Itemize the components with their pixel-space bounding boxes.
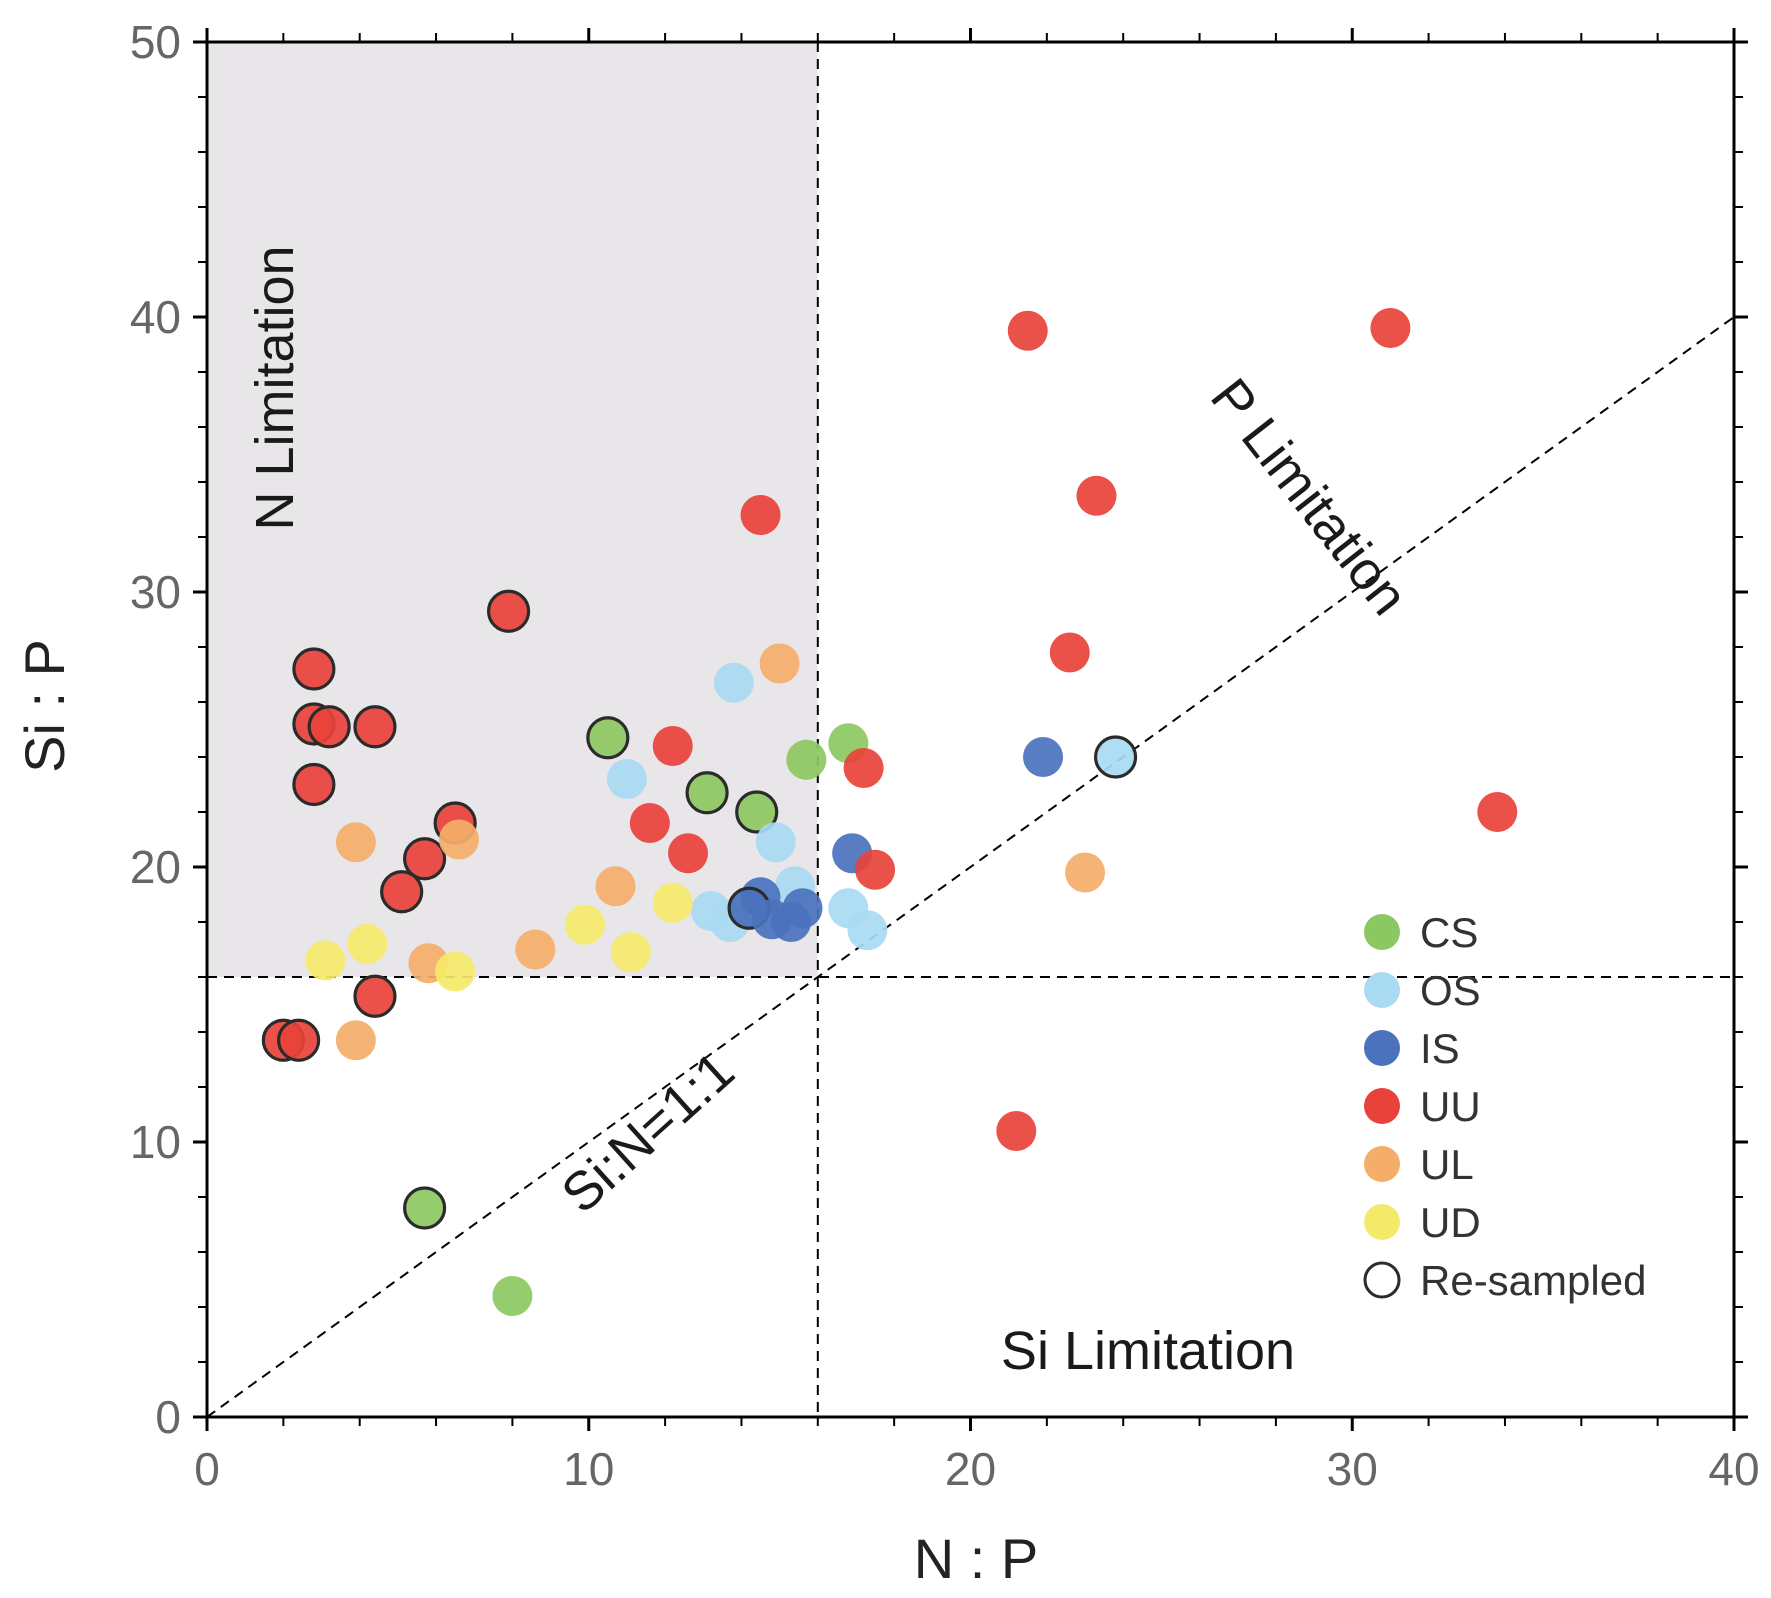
legend-marker-os: [1364, 972, 1400, 1008]
y-tick-label: 10: [130, 1116, 181, 1168]
point-uu-resampled: [307, 705, 351, 749]
point-os-resampled: [1093, 735, 1138, 779]
point-uu: [740, 495, 781, 535]
point-uu: [1076, 475, 1117, 516]
x-tick-label: 0: [194, 1443, 220, 1495]
point-uu: [1049, 632, 1090, 673]
legend-marker-uu: [1364, 1088, 1400, 1124]
point-ud: [435, 951, 476, 992]
point-uu-resampled: [380, 870, 424, 914]
point-ul: [759, 643, 800, 684]
y-axis-title: Si : P: [13, 639, 76, 773]
si-limitation-label: Si Limitation: [1001, 1321, 1295, 1381]
point-ud: [347, 924, 388, 964]
y-tick-label: 30: [130, 566, 181, 618]
point-ud: [652, 882, 693, 923]
point-uu: [1370, 308, 1411, 348]
legend-marker-is: [1364, 1030, 1400, 1066]
point-ul: [438, 819, 479, 860]
point-uu: [668, 833, 709, 874]
legend-label-ud: UD: [1420, 1199, 1481, 1246]
point-ud: [610, 932, 651, 973]
y-tick-label: 40: [130, 291, 181, 343]
point-uu: [1477, 792, 1518, 832]
point-ul: [1065, 852, 1106, 893]
si-n-1-1-line: [206, 316, 1735, 1418]
point-uu: [652, 726, 693, 766]
point-uu-resampled: [292, 762, 336, 807]
point-uu: [855, 849, 896, 890]
legend-marker-ul: [1364, 1146, 1400, 1182]
point-is: [782, 888, 823, 929]
x-tick-label: 40: [1708, 1443, 1759, 1495]
point-uu-resampled: [353, 705, 397, 749]
y-tick-label: 0: [155, 1391, 181, 1443]
legend-label-os: OS: [1420, 967, 1481, 1014]
n-limitation-label: N Limitation: [245, 245, 305, 530]
legend: CS OS IS UU UL UD Re-sampled: [1363, 909, 1646, 1304]
legend-label-ul: UL: [1420, 1141, 1474, 1188]
point-cs-resampled: [735, 790, 779, 834]
point-os: [606, 759, 647, 799]
point-uu-resampled: [402, 837, 447, 881]
legend-label-re-sampled: Re-sampled: [1420, 1257, 1646, 1304]
legend-label-cs: CS: [1420, 909, 1478, 956]
point-os: [755, 822, 796, 863]
point-is: [1023, 737, 1064, 777]
x-tick-label: 20: [945, 1443, 996, 1495]
x-axis-title: N : P: [914, 1527, 1038, 1590]
point-ul: [515, 929, 556, 970]
point-cs-resampled: [685, 771, 729, 815]
point-ud: [305, 940, 346, 981]
point-uu: [996, 1111, 1037, 1151]
point-cs: [492, 1276, 533, 1316]
legend-marker-ud: [1364, 1204, 1400, 1240]
plot-frame: [205, 40, 1736, 1419]
x-tick-label: 10: [563, 1443, 614, 1495]
y-tick-label: 50: [130, 16, 181, 68]
x-tick-label: 30: [1327, 1443, 1378, 1495]
point-uu: [843, 748, 884, 788]
point-uu-resampled: [277, 1018, 321, 1062]
legend-label-is: IS: [1420, 1025, 1460, 1072]
point-ul: [335, 1020, 376, 1061]
n-limitation-region: [207, 42, 818, 977]
point-uu-resampled: [292, 647, 336, 691]
point-uu-resampled: [486, 589, 531, 633]
point-ud: [564, 904, 605, 945]
point-uu: [1007, 310, 1048, 351]
point-os: [847, 910, 888, 951]
point-cs-resampled: [586, 716, 630, 760]
point-uu-resampled: [353, 974, 397, 1018]
legend-label-uu: UU: [1420, 1083, 1481, 1130]
point-cs-resampled: [402, 1186, 447, 1230]
point-cs: [786, 739, 827, 780]
legend-marker-cs: [1364, 914, 1400, 950]
point-ul: [595, 866, 636, 907]
y-tick-label: 20: [130, 841, 181, 893]
legend-marker-re-sampled: [1363, 1261, 1401, 1299]
point-ul: [335, 822, 376, 863]
point-uu: [629, 803, 670, 843]
point-os: [713, 662, 754, 703]
